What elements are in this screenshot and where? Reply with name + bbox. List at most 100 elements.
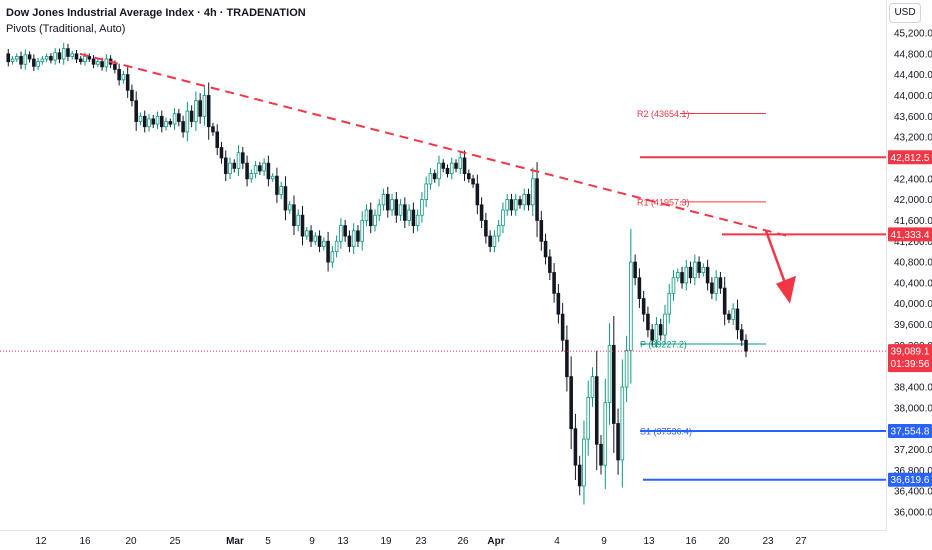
candle-body bbox=[172, 113, 177, 125]
x-tick-label: 16 bbox=[685, 536, 697, 547]
y-tick-label: 43,200.0 bbox=[894, 133, 932, 144]
candle-body bbox=[219, 147, 224, 159]
candle-body bbox=[245, 162, 249, 180]
candle-body bbox=[49, 56, 53, 61]
candle-body bbox=[565, 339, 569, 378]
symbol-title[interactable]: Dow Jones Industrial Average Index · 4h … bbox=[6, 7, 306, 19]
y-tick-label: 45,200.0 bbox=[894, 29, 932, 40]
candle-body bbox=[262, 162, 266, 172]
time-axis: 12 16 20 25 Mar 5 9 13 19 23 26 Apr 4 9 13 16 20 23 27 bbox=[35, 536, 807, 547]
candle-body bbox=[87, 56, 92, 60]
price-tag bbox=[888, 227, 932, 242]
candle-body bbox=[518, 199, 522, 206]
y-tick-label: 40,400.0 bbox=[894, 278, 932, 289]
candle-body bbox=[283, 186, 288, 211]
candle-body bbox=[23, 54, 28, 65]
candle-body bbox=[215, 131, 220, 148]
indicator-label[interactable]: Pivots (Traditional, Auto) bbox=[6, 23, 126, 35]
y-tick-label: 44,400.0 bbox=[894, 70, 932, 81]
x-tick-label: 20 bbox=[718, 536, 730, 547]
y-tick-label: 36,000.0 bbox=[894, 508, 932, 519]
x-tick-label: 9 bbox=[309, 536, 315, 547]
candle-body bbox=[159, 115, 164, 128]
x-tick-label: 20 bbox=[125, 536, 137, 547]
candle-body bbox=[134, 100, 138, 122]
candle-body bbox=[471, 178, 475, 185]
y-tick-label: 39,600.0 bbox=[894, 320, 932, 331]
price-axis: 45,200.0 44,800.0 44,400.0 44,000.0 43,600.0… bbox=[888, 29, 932, 519]
y-tick-label: 36,800.0 bbox=[894, 466, 932, 477]
price-axis-border bbox=[886, 0, 887, 530]
x-tick-label: 12 bbox=[35, 536, 47, 547]
candle-body bbox=[693, 261, 697, 279]
candle-body bbox=[228, 162, 232, 174]
candle-body bbox=[458, 157, 463, 169]
candle-body bbox=[279, 186, 283, 195]
candle-body bbox=[313, 235, 318, 242]
candle-body bbox=[543, 240, 548, 258]
candle-body bbox=[194, 100, 198, 122]
x-tick-label: 27 bbox=[795, 536, 807, 547]
chart-legend: Dow Jones Industrial Average Index · 4h … bbox=[6, 5, 306, 37]
candle-body bbox=[594, 376, 599, 445]
candle-body bbox=[275, 175, 279, 195]
x-tick-label: 25 bbox=[169, 536, 181, 547]
candle-body bbox=[556, 292, 561, 315]
candle-body bbox=[467, 173, 471, 180]
down-arrow-head bbox=[776, 275, 796, 304]
currency-button[interactable]: USD bbox=[889, 3, 921, 23]
candle-body bbox=[125, 74, 130, 91]
candle-body bbox=[411, 209, 416, 227]
trendline bbox=[79, 52, 789, 238]
x-tick-label: 9 bbox=[601, 536, 607, 547]
candle-body bbox=[684, 266, 689, 284]
candle-body bbox=[232, 162, 237, 169]
candle-body bbox=[32, 58, 36, 67]
candle-body bbox=[368, 209, 373, 227]
candle-body bbox=[364, 209, 369, 221]
candle-body bbox=[6, 53, 11, 63]
candle-body bbox=[189, 110, 194, 122]
candle-body bbox=[206, 95, 211, 128]
y-tick-label: 42,400.0 bbox=[894, 174, 932, 185]
candle-body bbox=[492, 235, 497, 247]
candle-body bbox=[496, 225, 501, 237]
candle-body bbox=[479, 204, 484, 221]
candle-body bbox=[501, 209, 505, 227]
candle-body bbox=[727, 313, 731, 320]
candle-body bbox=[637, 277, 642, 299]
candle-body bbox=[569, 376, 573, 430]
candle-body bbox=[603, 402, 608, 466]
candle-body bbox=[548, 256, 552, 273]
candle-body bbox=[445, 167, 450, 174]
candle-body bbox=[326, 240, 330, 263]
candle-body bbox=[138, 115, 143, 122]
candle-body bbox=[27, 54, 32, 60]
candle-body bbox=[70, 53, 75, 57]
candle-body bbox=[714, 277, 718, 294]
candle-body bbox=[394, 199, 399, 216]
x-tick-label: Apr bbox=[487, 536, 504, 547]
candle-body bbox=[612, 344, 616, 424]
candle-body bbox=[168, 121, 173, 125]
candle-body bbox=[181, 121, 185, 133]
candle-body bbox=[624, 350, 629, 388]
candle-body bbox=[202, 95, 207, 117]
candle-body bbox=[40, 58, 45, 63]
candle-body bbox=[522, 194, 527, 206]
x-tick-label: 23 bbox=[762, 536, 774, 547]
candle-body bbox=[241, 152, 245, 164]
candle-body bbox=[710, 282, 714, 294]
candle-body bbox=[505, 199, 509, 211]
candle-body bbox=[100, 61, 104, 68]
candle-body bbox=[701, 266, 706, 273]
candle-body bbox=[641, 298, 646, 315]
candle-body bbox=[646, 313, 650, 331]
candle-body bbox=[599, 443, 603, 466]
y-tick-label: 37,200.0 bbox=[894, 445, 932, 456]
y-tick-label: 36,400.0 bbox=[894, 487, 932, 498]
candle-body bbox=[91, 58, 96, 65]
candle-body bbox=[10, 58, 15, 63]
candle-body bbox=[373, 214, 377, 227]
